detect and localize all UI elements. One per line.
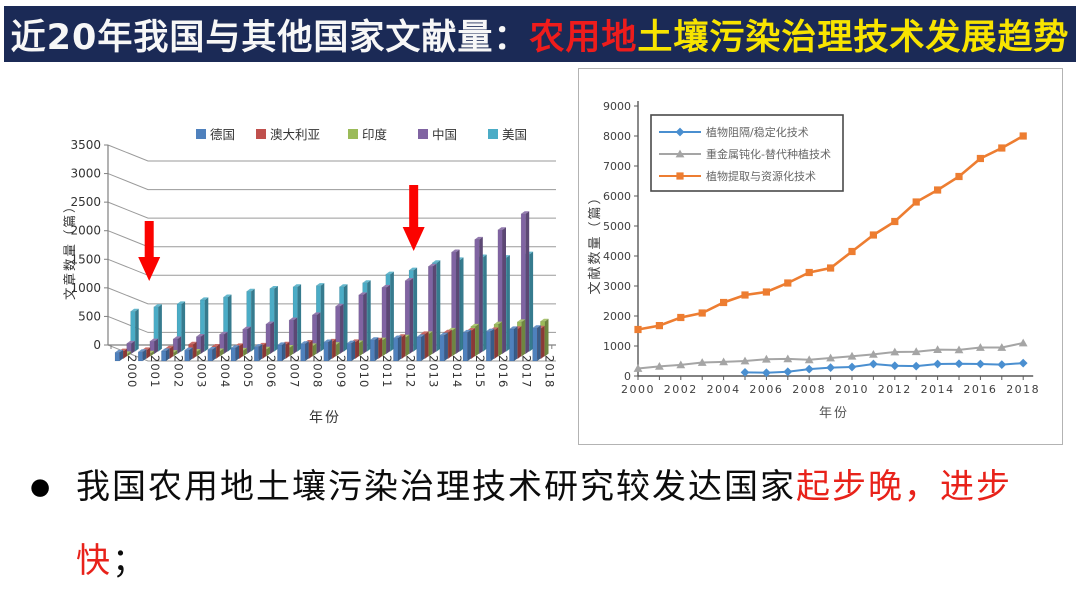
svg-text:2008: 2008 bbox=[792, 383, 826, 396]
svg-text:2014: 2014 bbox=[921, 383, 955, 396]
svg-text:2007: 2007 bbox=[287, 355, 301, 388]
svg-text:2003: 2003 bbox=[195, 355, 209, 388]
svg-text:年份: 年份 bbox=[819, 406, 849, 421]
title-text-yellow: 土壤污染治理技术发展趋势 bbox=[637, 17, 1070, 58]
svg-text:2009: 2009 bbox=[334, 355, 348, 388]
svg-text:3000: 3000 bbox=[70, 167, 101, 181]
bullet-dot: ● bbox=[30, 474, 51, 500]
svg-text:美国: 美国 bbox=[502, 127, 527, 142]
svg-text:德国: 德国 bbox=[210, 127, 235, 142]
bullet-item-1: ● 我国农用地土壤污染治理技术研究较发达国家起步晚，进步 快； bbox=[30, 450, 1040, 598]
svg-text:7000: 7000 bbox=[603, 160, 631, 173]
svg-text:5000: 5000 bbox=[603, 220, 631, 233]
technology-trend-line-chart: 0 1000 2000 3000 4000 5000 6000 7000 8000 9000 200… bbox=[588, 100, 1040, 421]
svg-text:1500: 1500 bbox=[70, 252, 101, 266]
svg-text:3000: 3000 bbox=[603, 280, 631, 293]
svg-text:2016: 2016 bbox=[963, 383, 997, 396]
svg-text:2017: 2017 bbox=[519, 355, 533, 388]
svg-text:9000: 9000 bbox=[603, 100, 631, 113]
svg-text:中国: 中国 bbox=[432, 127, 457, 142]
svg-text:0: 0 bbox=[93, 338, 101, 352]
svg-text:2014: 2014 bbox=[450, 355, 464, 388]
svg-text:2500: 2500 bbox=[70, 195, 101, 209]
bullet-text-1: 我国农用地土壤污染治理技术研究较发达国家起步晚，进步 快； bbox=[76, 467, 1012, 581]
bullet-text-2: 国际和国内论文、专利数量增幅明显，植物提取与资源化技 bbox=[76, 602, 1012, 607]
title-text-red: 农用地 bbox=[529, 17, 638, 58]
svg-text:3500: 3500 bbox=[70, 138, 101, 152]
svg-text:2006: 2006 bbox=[749, 383, 783, 396]
svg-text:2005: 2005 bbox=[241, 355, 255, 388]
svg-text:6000: 6000 bbox=[603, 190, 631, 203]
svg-text:2016: 2016 bbox=[496, 355, 510, 388]
svg-text:2004: 2004 bbox=[707, 383, 741, 396]
svg-text:植物阻隔/稳定化技术: 植物阻隔/稳定化技术 bbox=[706, 125, 809, 139]
svg-text:2015: 2015 bbox=[473, 355, 487, 388]
svg-text:年份: 年份 bbox=[309, 410, 341, 426]
svg-text:1000: 1000 bbox=[70, 281, 101, 295]
svg-text:500: 500 bbox=[78, 309, 101, 323]
svg-text:文献数量（篇）: 文献数量（篇） bbox=[588, 189, 603, 294]
svg-text:植物提取与资源化技术: 植物提取与资源化技术 bbox=[706, 169, 816, 183]
title-bar: 近20年我国与其他国家文献量： 农用地 土壤污染治理技术发展趋势 bbox=[4, 6, 1076, 62]
svg-text:2010: 2010 bbox=[835, 383, 869, 396]
svg-text:2010: 2010 bbox=[357, 355, 371, 388]
svg-text:2000: 2000 bbox=[603, 310, 631, 323]
svg-text:8000: 8000 bbox=[603, 130, 631, 143]
title-text-white: 近20年我国与其他国家文献量： bbox=[10, 17, 530, 58]
svg-text:重金属钝化-替代种植技术: 重金属钝化-替代种植技术 bbox=[706, 147, 831, 161]
bullet-list: ● 我国农用地土壤污染治理技术研究较发达国家起步晚，进步快； ● 国际和国内论文… bbox=[30, 450, 1040, 607]
svg-text:0: 0 bbox=[624, 370, 631, 383]
bullet-dot: ● bbox=[30, 602, 76, 607]
svg-text:2000: 2000 bbox=[70, 224, 101, 238]
svg-text:2012: 2012 bbox=[878, 383, 912, 396]
svg-text:2004: 2004 bbox=[218, 355, 232, 388]
svg-text:4000: 4000 bbox=[603, 250, 631, 263]
bullet-item-2: ● 国际和国内论文、专利数量增幅明显，植物提取与资源化技 bbox=[30, 602, 1040, 607]
svg-text:2006: 2006 bbox=[264, 355, 278, 388]
svg-text:2001: 2001 bbox=[148, 355, 162, 388]
svg-text:澳大利亚: 澳大利亚 bbox=[270, 127, 320, 142]
svg-text:1000: 1000 bbox=[603, 340, 631, 353]
svg-text:2018: 2018 bbox=[1006, 383, 1040, 396]
country-publications-bar-chart: 0 500 1000 1500 2000 2500 3000 3500 2000 2001 2002… bbox=[62, 127, 557, 426]
svg-text:2000: 2000 bbox=[621, 383, 655, 396]
svg-text:2011: 2011 bbox=[380, 355, 394, 388]
svg-text:2008: 2008 bbox=[311, 355, 325, 388]
svg-text:2012: 2012 bbox=[403, 355, 417, 388]
svg-text:2002: 2002 bbox=[171, 355, 185, 388]
svg-text:2013: 2013 bbox=[427, 355, 441, 388]
svg-text:2018: 2018 bbox=[543, 355, 557, 388]
svg-text:印度: 印度 bbox=[362, 127, 388, 142]
technology-trend-chart-frame: 0 1000 2000 3000 4000 5000 6000 7000 8000 9000 200… bbox=[578, 68, 1063, 445]
svg-text:文章数量（篇）: 文章数量（篇） bbox=[62, 198, 77, 300]
svg-text:2000: 2000 bbox=[125, 355, 139, 388]
svg-text:2002: 2002 bbox=[664, 383, 698, 396]
